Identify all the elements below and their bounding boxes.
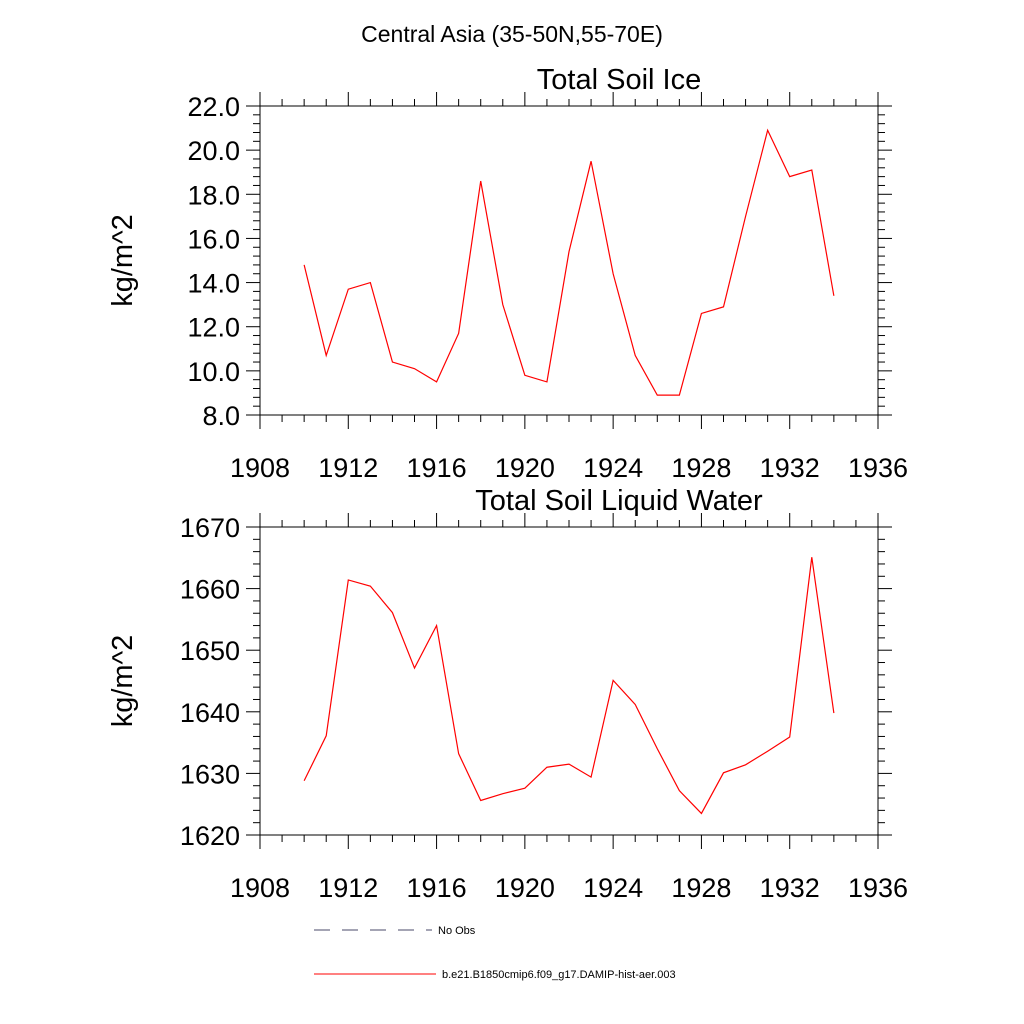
series-line: [303, 128, 835, 396]
y-tick-label: 1650: [180, 636, 240, 666]
y-tick-label: 1630: [180, 759, 240, 789]
figure-suptitle: Central Asia (35-50N,55-70E): [361, 21, 663, 47]
y-tick-label: 22.0: [187, 92, 240, 122]
x-tick-label: 1928: [671, 873, 731, 903]
panel-total-soil-ice: Total Soil Ice kg/m^2 1908 1912 1916 1920 1924…: [107, 64, 908, 483]
x-tick-label: 1912: [318, 873, 378, 903]
x-tick-label: 1924: [583, 453, 643, 483]
panel-title: Total Soil Ice: [537, 64, 701, 96]
y-tick-label: 20.0: [187, 136, 240, 166]
x-tick-label: 1932: [760, 453, 820, 483]
x-tick-label: 1928: [671, 453, 731, 483]
y-tick-label: 1670: [180, 513, 240, 543]
x-tick-label: 1936: [848, 453, 908, 483]
y-tick-label: 1660: [180, 575, 240, 605]
x-tick-label: 1920: [495, 453, 555, 483]
x-tick-label: 1932: [760, 873, 820, 903]
x-tick-label: 1924: [583, 873, 643, 903]
x-tick-label: 1908: [230, 453, 290, 483]
x-tick-label: 1908: [230, 873, 290, 903]
plot-frame: [259, 105, 879, 416]
legend-label-no-obs: No Obs: [438, 925, 476, 937]
y-tick-label: 12.0: [187, 313, 240, 343]
y-tick-label: 1620: [180, 821, 240, 851]
y-tick-label: 10.0: [187, 357, 240, 387]
y-tick-label: 14.0: [187, 269, 240, 299]
y-tick-label: 18.0: [187, 180, 240, 210]
y-tick-label: 8.0: [202, 401, 240, 431]
legend: No Obs b.e21.B1850cmip6.f09_g17.DAMIP-hi…: [314, 925, 676, 981]
x-tick-label: 1916: [407, 873, 467, 903]
panel-total-soil-liquid-water: Total Soil Liquid Water kg/m^2 1908 1912 191…: [107, 485, 908, 903]
x-tick-label: 1920: [495, 873, 555, 903]
y-axis-label: kg/m^2: [107, 635, 139, 728]
legend-label-model-run: b.e21.B1850cmip6.f09_g17.DAMIP-hist-aer.…: [442, 969, 676, 981]
x-tick-label: 1936: [848, 873, 908, 903]
x-tick-label: 1916: [407, 453, 467, 483]
panel-title: Total Soil Liquid Water: [475, 485, 763, 517]
y-tick-label: 1640: [180, 698, 240, 728]
y-axis-label: kg/m^2: [107, 214, 139, 307]
series-line: [303, 557, 835, 815]
plot-frame: [259, 526, 879, 836]
y-tick-label: 16.0: [187, 224, 240, 254]
x-tick-label: 1912: [318, 453, 378, 483]
